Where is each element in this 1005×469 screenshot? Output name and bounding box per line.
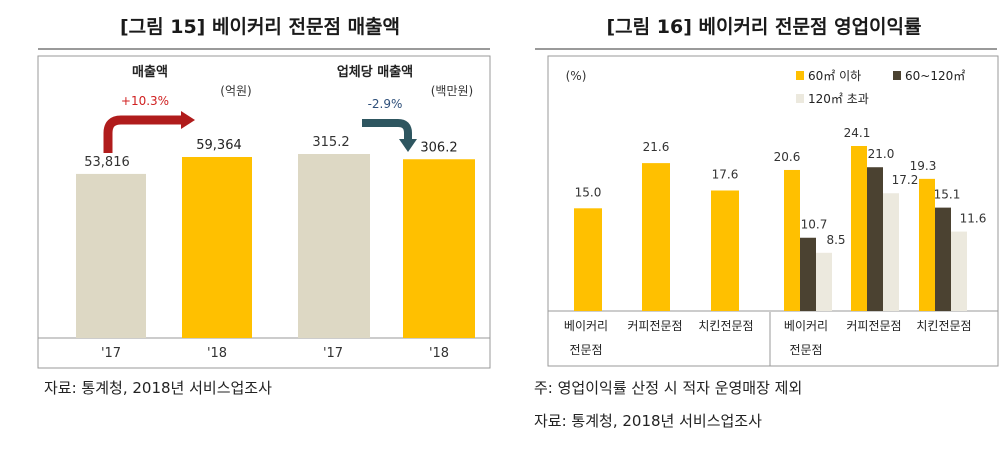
- bar-label-medium-chicken: 15.1: [934, 188, 961, 202]
- bar-label-large-bakery: 8.5: [826, 233, 845, 247]
- figure-16-title-rule: [535, 48, 997, 50]
- category-label-bakery-line2: 전문점: [569, 343, 602, 357]
- legend-label-large: 120㎡ 초과: [808, 92, 869, 106]
- bar-sales-17: [76, 173, 146, 338]
- category-label-coffee-sized: 커피전문점: [846, 319, 901, 333]
- x-tick-per-store-18: '18: [429, 346, 449, 361]
- bar-small-coffee: [851, 146, 867, 311]
- legend-label-medium: 60~120㎡: [905, 69, 965, 83]
- bar-small-bakery: [784, 169, 800, 311]
- per-store-change-arrow: [362, 119, 412, 140]
- category-label-chicken-sized: 치킨전문점: [916, 319, 971, 333]
- x-tick-sales-18: '18: [207, 346, 227, 361]
- bar-medium-chicken: [935, 207, 951, 311]
- sales-panel-title: 매출액: [132, 64, 168, 80]
- category-label-bakery-line1: 베이커리: [564, 319, 608, 333]
- per-store-panel-unit: (백만원): [431, 84, 473, 98]
- figure-16-source: 자료: 통계청, 2018년 서비스업조사: [534, 412, 762, 430]
- bar-small-chicken: [919, 178, 935, 311]
- bar-per-store-18: [403, 159, 475, 338]
- bar-label-large-coffee: 17.2: [892, 173, 919, 187]
- legend-label-small: 60㎡ 이하: [808, 69, 861, 83]
- bar-per-store-17: [298, 154, 370, 338]
- bar-label-large-chicken: 11.6: [960, 212, 987, 226]
- sales-change-arrowhead: [181, 111, 195, 129]
- bar-label-medium-bakery: 10.7: [801, 218, 828, 232]
- figure-15-frame: [37, 55, 491, 369]
- category-label-bakery-line1-sized: 베이커리: [784, 319, 828, 333]
- per-store-panel-title: 업체당 매출액: [337, 64, 413, 80]
- bar-label-small-bakery: 20.6: [774, 150, 801, 164]
- sales-change-label: +10.3%: [121, 94, 169, 108]
- bar-sales-18: [182, 157, 252, 338]
- x-tick-per-store-17: '17: [323, 346, 343, 361]
- figure-16-note: 주: 영업이익률 산정 시 적자 운영매장 제외: [534, 379, 803, 397]
- sales-change-arrow: [103, 115, 183, 153]
- x-tick-sales-17: '17: [101, 346, 121, 361]
- bar-label-small-coffee: 24.1: [844, 126, 871, 140]
- bar-label-medium-coffee: 21.0: [868, 147, 895, 161]
- category-label-bakery-line2-sized: 전문점: [789, 343, 822, 357]
- figure-16-title: [그림 16] 베이커리 전문점 영업이익률: [606, 16, 922, 38]
- category-label-coffee: 커피전문점: [627, 319, 682, 333]
- figure-15-source: 자료: 통계청, 2018년 서비스업조사: [44, 379, 272, 397]
- per-store-change-label: -2.9%: [368, 97, 403, 111]
- bar-label-overall-coffee: 21.6: [643, 140, 670, 154]
- bar-label-small-chicken: 19.3: [910, 159, 937, 173]
- bar-label-overall-chicken: 17.6: [712, 168, 739, 182]
- bar-medium-bakery: [800, 237, 816, 311]
- bar-large-coffee: [883, 193, 899, 311]
- bar-label-per-store-17: 315.2: [312, 135, 349, 150]
- bar-label-sales-17: 53,816: [84, 155, 130, 170]
- bar-medium-coffee: [867, 167, 883, 311]
- legend-swatch-large: [796, 94, 804, 103]
- bar-label-overall-bakery: 15.0: [575, 185, 602, 199]
- category-label-chicken: 치킨전문점: [698, 319, 753, 333]
- figure-16-bars: 15.0 21.6 17.6 20.6 24.1 19.3 10.7 21.0 15.1 8.5 1…: [574, 126, 986, 311]
- bar-overall-coffee: [642, 163, 670, 311]
- bar-large-bakery: [816, 252, 832, 311]
- bar-label-sales-18: 59,364: [196, 138, 242, 153]
- bar-large-chicken: [951, 231, 967, 311]
- figure-15-title-rule: [38, 48, 490, 50]
- sales-panel-unit: (억원): [220, 84, 251, 98]
- bar-label-per-store-18: 306.2: [420, 140, 457, 155]
- bar-overall-chicken: [711, 190, 739, 311]
- bar-overall-bakery: [574, 208, 602, 311]
- per-store-change-arrowhead: [399, 139, 417, 152]
- figure-16-frame: [547, 55, 999, 367]
- figure-15-title: [그림 15] 베이커리 전문점 매출액: [119, 16, 401, 38]
- legend-swatch-small: [796, 71, 804, 80]
- legend-swatch-medium: [893, 71, 901, 80]
- figure-16-unit: (%): [566, 69, 587, 83]
